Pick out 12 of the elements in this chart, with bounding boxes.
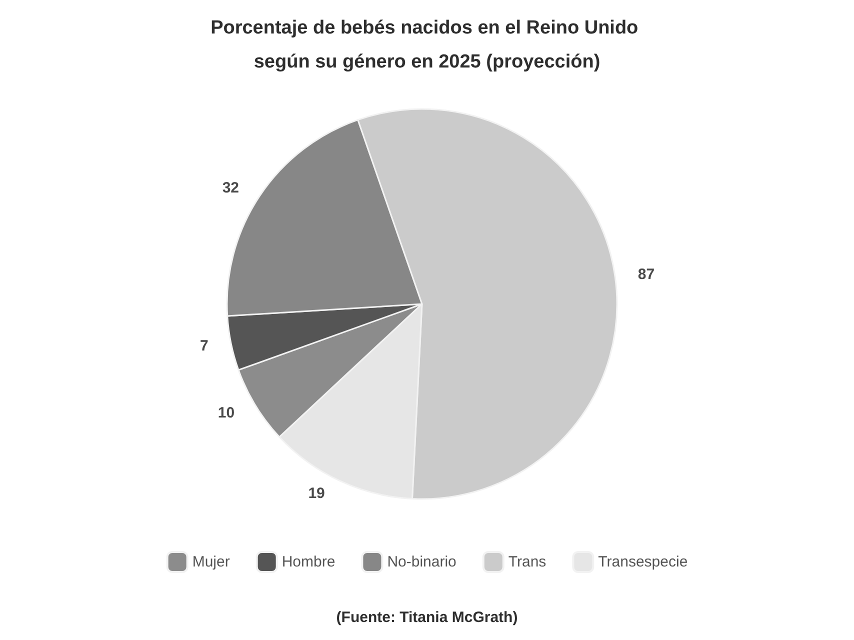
legend-label: Hombre <box>282 554 336 570</box>
legend-label: Transespecie <box>598 554 688 570</box>
text: (Fuente: Titania McGrath) <box>336 609 518 626</box>
data-label: 10 <box>218 404 235 422</box>
data-label: 7 <box>200 338 208 355</box>
data-label: 87 <box>638 266 655 283</box>
chart-title: Porcentaje de bebés nacidos en el Reino Unido según su género en 2025 (proyección) <box>210 18 644 72</box>
data-label: 19 <box>308 485 325 502</box>
legend-label: Trans <box>508 554 546 570</box>
data-label: 32 <box>222 180 240 197</box>
legend-label: Mujer <box>192 554 230 570</box>
legend-label: No-binario <box>387 554 456 570</box>
